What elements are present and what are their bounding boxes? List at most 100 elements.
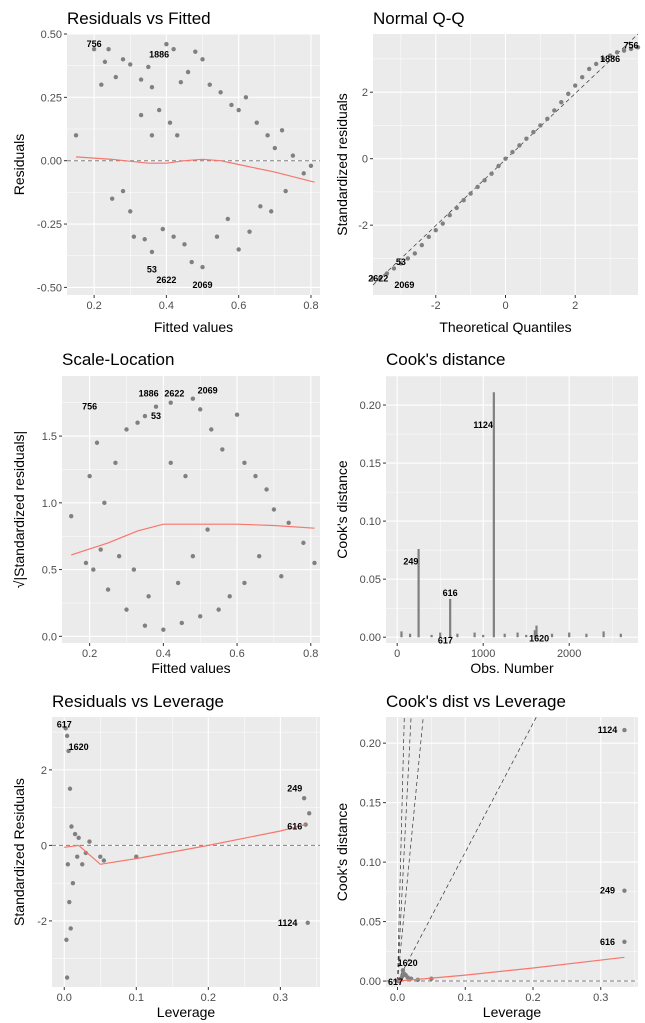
data-point <box>545 116 550 121</box>
data-point <box>98 854 103 859</box>
y-tick-label: -2 <box>37 916 47 928</box>
data-point <box>607 53 613 58</box>
outlier-label: 249 <box>600 886 615 896</box>
data-point <box>182 242 187 247</box>
data-point <box>120 57 126 62</box>
outlier-label: 617 <box>57 720 72 730</box>
data-point <box>496 163 501 169</box>
outlier-label: 1124 <box>278 918 298 928</box>
data-point <box>131 234 137 239</box>
y-tick-label: 1.0 <box>42 498 57 510</box>
data-point <box>384 271 390 276</box>
data-point <box>218 90 223 95</box>
data-point <box>175 580 181 586</box>
y-ticks: 2 0 -2 <box>37 765 52 928</box>
x-ticks: 0.0 0.1 0.2 0.3 <box>390 987 608 1004</box>
data-point <box>167 120 173 125</box>
x-tick-label: 0.2 <box>201 992 216 1004</box>
y-tick-label: 0.5 <box>42 565 57 577</box>
data-point <box>83 560 89 566</box>
data-point <box>272 145 278 151</box>
y-tick-label: 0.50 <box>41 29 62 41</box>
data-point <box>283 188 288 194</box>
data-point <box>124 427 129 432</box>
data-point <box>391 266 397 271</box>
x-tick-label: 0.0 <box>390 992 405 1004</box>
x-tick-label: 0 <box>394 648 400 660</box>
y-tick-label: 0.10 <box>360 857 381 869</box>
data-point <box>253 473 258 479</box>
outlier-label: 53 <box>147 265 157 275</box>
data-point <box>116 554 122 559</box>
data-point <box>205 527 210 532</box>
chart-title: Scale-Location <box>62 350 174 369</box>
data-point <box>67 786 73 791</box>
plot-area <box>62 376 320 643</box>
cooks-contour-line <box>397 716 405 982</box>
x-tick-label: 0.3 <box>273 992 288 1004</box>
data-point <box>247 229 252 234</box>
data-point <box>149 133 155 138</box>
data-point <box>207 82 212 87</box>
data-point <box>301 795 307 801</box>
outlier-label: 1620 <box>398 958 418 968</box>
gridlines <box>62 376 320 643</box>
outlier-label: 1886 <box>149 49 169 59</box>
data-point <box>220 447 225 452</box>
x-tick-label: 0.3 <box>593 992 608 1004</box>
data-point <box>200 264 205 270</box>
smooth-curve <box>397 956 625 982</box>
data-point <box>405 256 411 261</box>
data-point <box>229 102 234 108</box>
outlier-label: 1124 <box>473 420 493 430</box>
data-point <box>66 748 71 754</box>
data-point <box>271 507 277 512</box>
y-ticks: 1.5 1.0 0.5 0.0 <box>42 431 62 643</box>
plot-area <box>386 717 638 987</box>
data-point <box>600 56 606 62</box>
x-tick-label: -2 <box>431 300 441 312</box>
y-axis-label: Residuals <box>11 134 27 195</box>
data-point <box>73 133 79 138</box>
cooks-contour-line <box>397 716 537 982</box>
gridlines <box>386 375 638 643</box>
panel-normal-qq: Normal Q-Q 756 1886 53 2622 2069 -2 0 2 2 0 -2 T… <box>334 9 641 335</box>
data-point <box>586 66 592 72</box>
x-tick-label: 0.8 <box>303 300 318 312</box>
data-point <box>171 47 176 52</box>
data-point <box>426 234 431 240</box>
data-point <box>113 74 118 80</box>
data-point <box>138 77 144 82</box>
data-point <box>80 862 85 867</box>
outlier-label: 2069 <box>193 280 213 290</box>
data-point <box>370 276 376 281</box>
gridlines <box>52 717 320 987</box>
data-point <box>99 82 104 87</box>
data-point <box>234 412 240 417</box>
chart-title: Residuals vs Fitted <box>67 9 211 28</box>
data-point <box>405 975 410 980</box>
bars <box>400 392 622 638</box>
y-tick-label: 0.00 <box>360 976 381 988</box>
x-axis-label: Theoretical Quantiles <box>439 319 571 335</box>
data-point <box>290 153 296 158</box>
x-tick-label: 0.1 <box>458 992 473 1004</box>
data-point <box>75 854 80 859</box>
chart-title: Residuals vs Leverage <box>52 692 224 711</box>
x-ticks: -2 0 2 <box>431 295 578 312</box>
x-tick-label: 0.2 <box>82 648 97 660</box>
data-point <box>138 112 144 118</box>
data-point <box>68 926 73 931</box>
data-point <box>440 221 445 226</box>
data-point <box>168 400 173 405</box>
data-point <box>67 899 72 905</box>
x-tick-label: 0.2 <box>86 300 101 312</box>
data-point <box>200 57 205 62</box>
data-point <box>64 733 70 739</box>
data-point <box>209 427 214 432</box>
data-point <box>254 120 259 125</box>
data-point <box>142 413 148 419</box>
data-point <box>183 473 188 479</box>
x-ticks: 0 1000 2000 <box>394 643 581 660</box>
